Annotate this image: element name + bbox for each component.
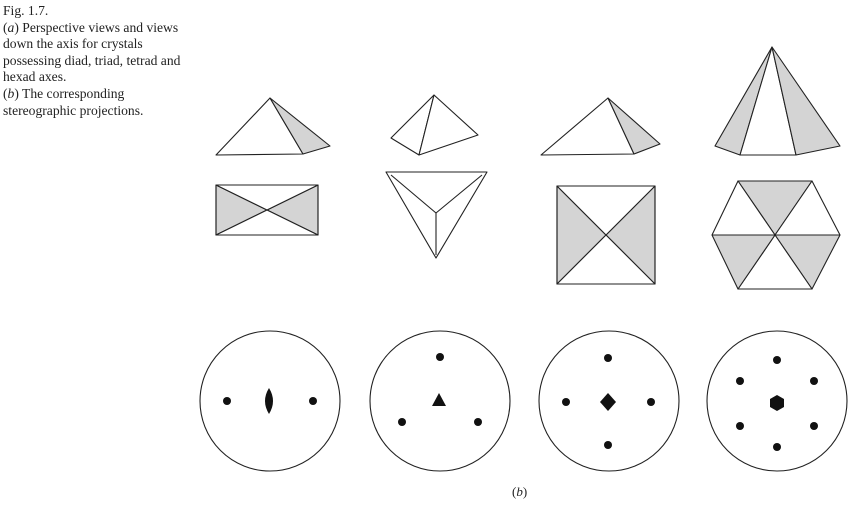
- caption-part-b-text: The corresponding stereographic projecti…: [3, 85, 144, 118]
- triad-stereogram: [369, 330, 511, 472]
- tetrad-perspective-view: [540, 97, 661, 156]
- caption-part-a-text: Perspective views and views down the axi…: [3, 19, 181, 85]
- panel-label-b-text: b: [516, 484, 523, 499]
- square-icon: [600, 393, 616, 411]
- triangle-icon: [432, 393, 446, 406]
- diad-stereogram: [199, 330, 341, 472]
- hexad-perspective-view: [714, 46, 841, 156]
- diad-axial-view: [215, 184, 319, 236]
- caption-part-a: (a) Perspective views and views down the…: [3, 19, 181, 85]
- caption-part-a-label: a: [7, 19, 15, 35]
- panel-label-b: (b): [512, 484, 528, 499]
- figure-caption: Fig. 1.7. (a) Perspective views and view…: [3, 3, 193, 119]
- diad-perspective-view: [215, 97, 331, 156]
- hexad-stereogram: [706, 330, 848, 472]
- triad-perspective-view: [390, 94, 479, 156]
- hexagon-icon: [770, 395, 784, 411]
- lens-icon: [265, 388, 273, 414]
- tetrad-stereogram: [538, 330, 680, 472]
- tetrad-axial-view: [556, 185, 656, 285]
- figure-number: Fig. 1.7.: [3, 3, 49, 18]
- triad-axial-view: [385, 171, 488, 259]
- caption-part-b: (b) The corresponding stereographic proj…: [3, 85, 144, 118]
- hexad-axial-view: [711, 180, 841, 290]
- caption-part-b-label: b: [7, 85, 15, 101]
